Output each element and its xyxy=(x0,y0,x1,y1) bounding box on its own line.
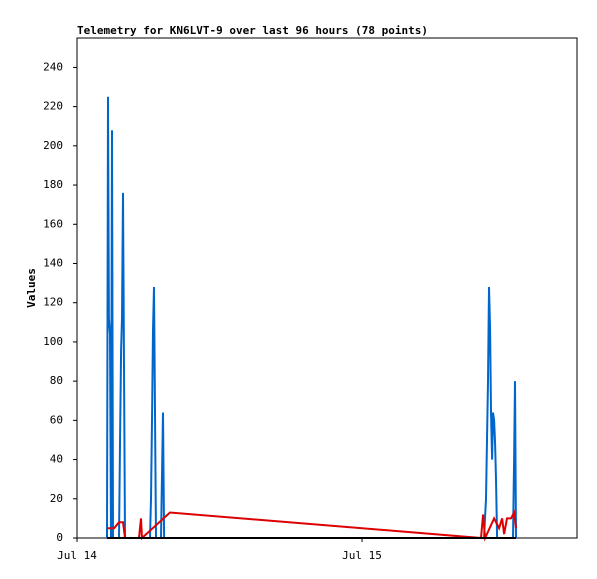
y-tick-label: 160 xyxy=(43,217,63,230)
chart-title: Telemetry for KN6LVT-9 over last 96 hour… xyxy=(77,24,428,37)
x-tick-label: Jul 14 xyxy=(57,549,97,562)
series-line xyxy=(107,509,517,542)
y-tick-label: 40 xyxy=(50,453,63,466)
x-tick-label: Jul 15 xyxy=(342,549,382,562)
y-tick-label: 240 xyxy=(43,60,63,73)
y-tick-label: 0 xyxy=(56,531,63,544)
y-tick-label: 220 xyxy=(43,100,63,113)
y-tick-label: 20 xyxy=(50,492,63,505)
y-tick-label: 140 xyxy=(43,256,63,269)
y-tick-label: 180 xyxy=(43,178,63,191)
y-tick-label: 100 xyxy=(43,335,63,348)
y-tick-label: 200 xyxy=(43,139,63,152)
y-tick-label: 60 xyxy=(50,413,63,426)
y-axis-title: Values xyxy=(25,268,38,308)
y-tick-label: 80 xyxy=(50,374,63,387)
series-line xyxy=(106,96,517,539)
y-tick-label: 120 xyxy=(43,296,63,309)
